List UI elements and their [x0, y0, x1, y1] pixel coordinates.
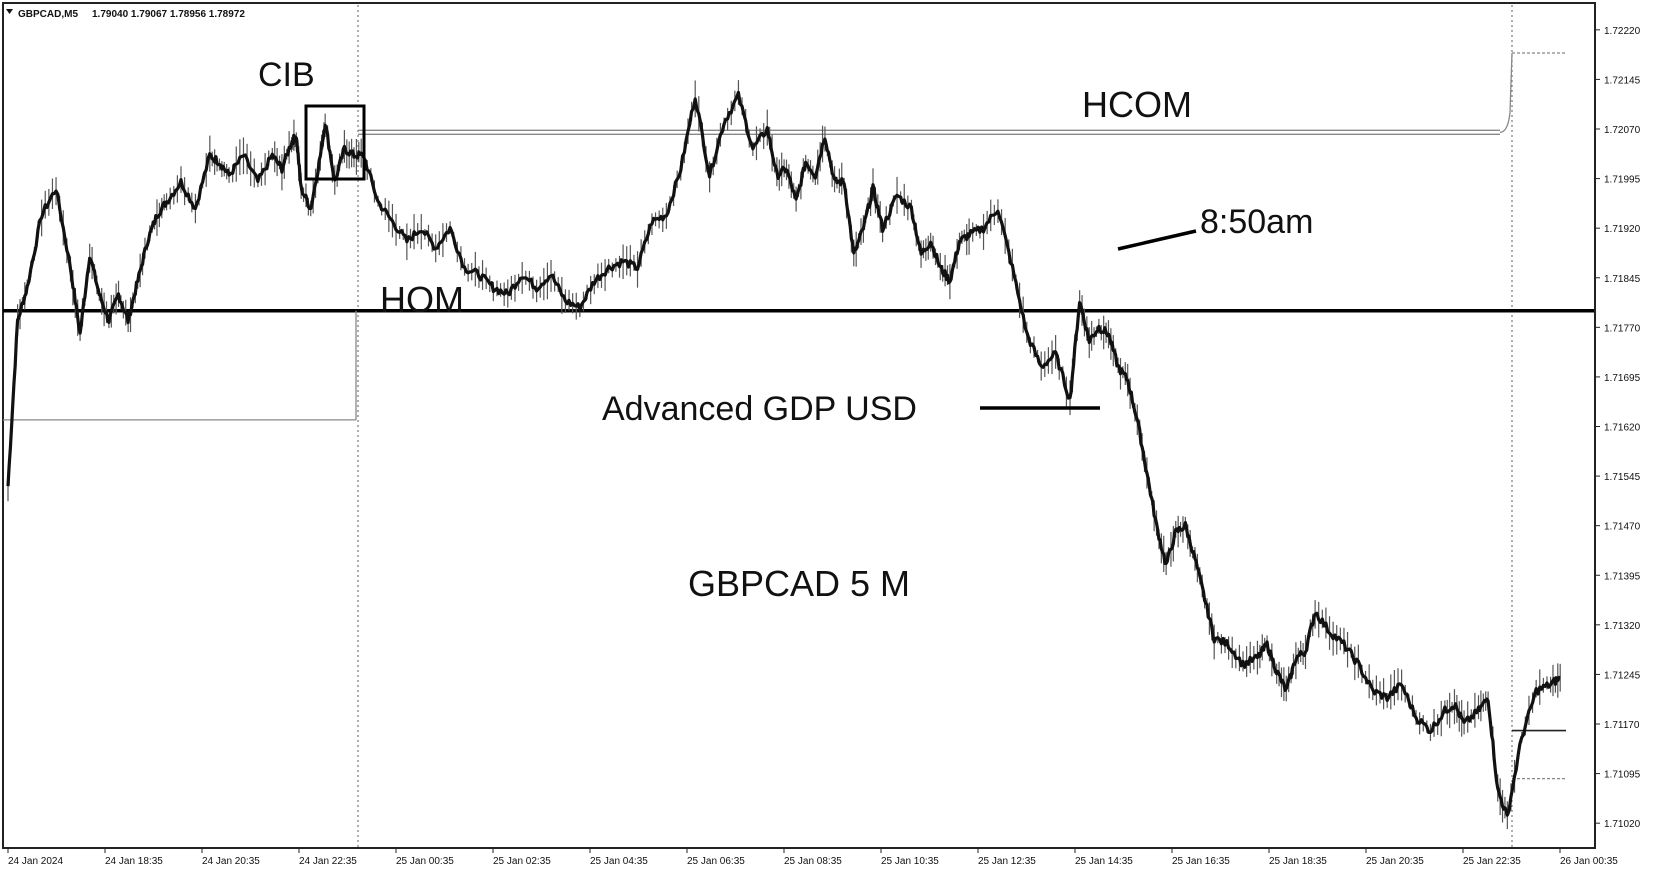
levels-layer — [3, 52, 1595, 780]
symbol-label: GBPCAD,M5 — [18, 9, 78, 20]
x-tick-label: 25 Jan 10:35 — [881, 856, 939, 867]
x-tick-label: 25 Jan 16:35 — [1172, 856, 1230, 867]
y-tick-label: 1.71470 — [1604, 522, 1641, 533]
line-layer — [6, 90, 1561, 817]
time-note-pointer — [1117, 229, 1197, 251]
ohlc-label: 1.79040 1.79067 1.78956 1.78972 — [92, 9, 245, 20]
hcom-step-up — [1499, 52, 1513, 133]
y-tick-label: 1.72070 — [1604, 125, 1641, 136]
y-tick-label: 1.72145 — [1604, 75, 1641, 86]
news-label: Advanced GDP USD — [602, 390, 917, 428]
y-tick-label: 1.71245 — [1604, 670, 1641, 681]
hom-label: HOM — [380, 279, 464, 320]
x-tick-label: 25 Jan 20:35 — [1366, 856, 1424, 867]
y-tick-label: 1.71770 — [1604, 323, 1641, 334]
x-tick-label: 25 Jan 04:35 — [590, 856, 648, 867]
y-tick-label: 1.71170 — [1604, 720, 1640, 731]
x-tick-label: 25 Jan 08:35 — [784, 856, 842, 867]
cib-label: CIB — [258, 56, 315, 94]
x-tick-label: 24 Jan 20:35 — [202, 856, 260, 867]
price-series-line — [6, 90, 1561, 817]
y-tick-label: 1.71020 — [1604, 819, 1641, 830]
x-tick-label: 25 Jan 00:35 — [396, 856, 454, 867]
x-tick-label: 26 Jan 00:35 — [1560, 856, 1618, 867]
x-axis: 24 Jan 2024 24 Jan 18:35 24 Jan 20:35 24 Ja… — [7, 848, 1618, 867]
y-tick-label: 1.71620 — [1604, 423, 1641, 434]
x-tick-label: 25 Jan 12:35 — [978, 856, 1036, 867]
x-tick-label: 24 Jan 22:35 — [299, 856, 357, 867]
y-axis: 1.72220 1.72145 1.72070 1.71995 1.71920 1.718… — [1594, 5, 1641, 848]
cib-box — [304, 104, 366, 181]
y-tick-label: 1.71845 — [1604, 274, 1641, 285]
x-tick-label: 25 Jan 14:35 — [1075, 856, 1133, 867]
y-tick-label: 1.71920 — [1604, 224, 1641, 235]
x-tick-label: 25 Jan 22:35 — [1463, 856, 1521, 867]
y-tick-label: 1.71695 — [1604, 373, 1641, 384]
time-note-label: 8:50am — [1200, 203, 1313, 241]
hcom-label: HCOM — [1082, 84, 1192, 125]
y-tick-label: 1.71395 — [1604, 571, 1641, 582]
x-tick-label: 25 Jan 06:35 — [687, 856, 745, 867]
y-tick-label: 1.72220 — [1604, 26, 1641, 37]
x-tick-label: 25 Jan 02:35 — [493, 856, 551, 867]
x-tick-label: 25 Jan 18:35 — [1269, 856, 1327, 867]
x-tick-label: 24 Jan 18:35 — [105, 856, 163, 867]
y-tick-label: 1.71095 — [1604, 770, 1641, 781]
y-tick-label: 1.71995 — [1604, 175, 1641, 186]
x-tick-label: 24 Jan 2024 — [8, 856, 63, 867]
chart-title: GBPCAD 5 M — [688, 563, 910, 604]
collapse-triangle-icon[interactable] — [6, 9, 13, 14]
y-tick-label: 1.71320 — [1604, 621, 1641, 632]
plot-area — [2, 2, 1596, 849]
y-tick-label: 1.71545 — [1604, 472, 1641, 483]
